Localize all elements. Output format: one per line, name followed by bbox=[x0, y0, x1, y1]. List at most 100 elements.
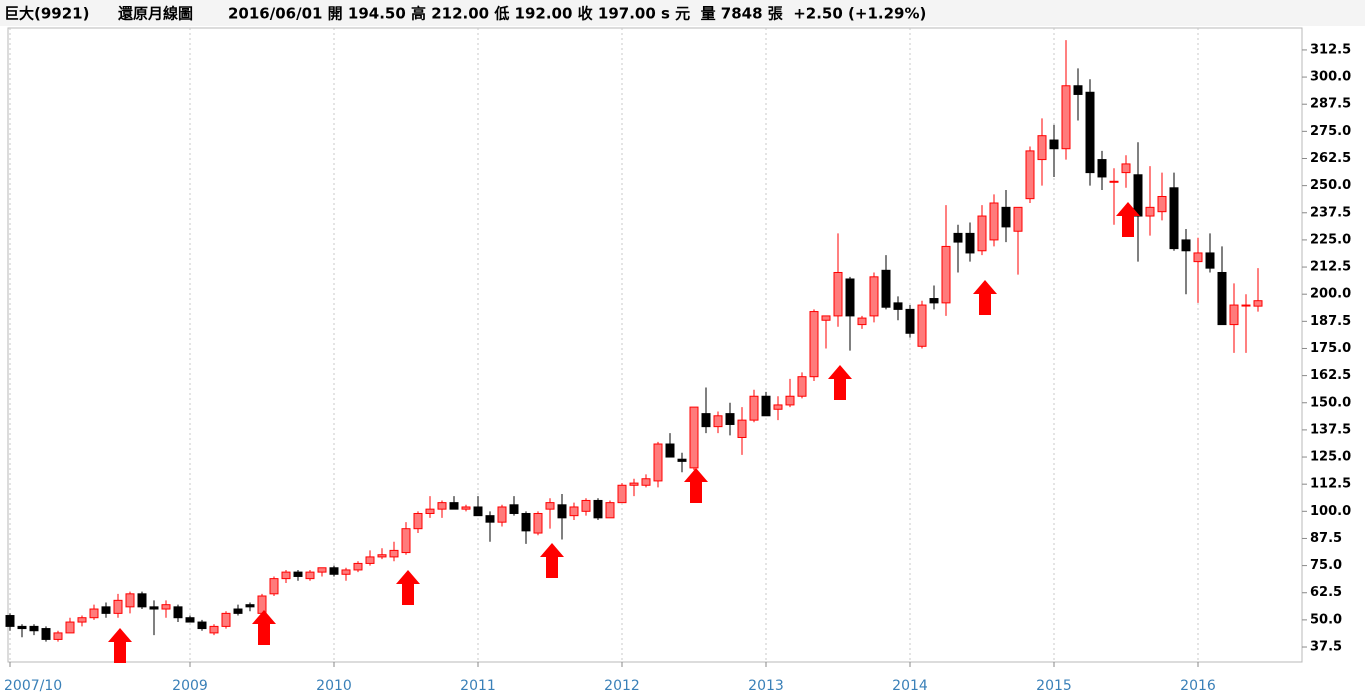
candle-body bbox=[641, 478, 651, 486]
candle-body bbox=[401, 528, 411, 554]
candle-body bbox=[161, 604, 171, 610]
x-tick-label: 2016 bbox=[1180, 678, 1216, 694]
y-tick-label: 300.0 bbox=[1310, 70, 1351, 85]
candle-body bbox=[977, 215, 987, 252]
candle-body bbox=[1061, 85, 1071, 150]
arrow bbox=[108, 628, 132, 663]
stock-name: 巨大(9921) bbox=[4, 5, 89, 23]
candle-body bbox=[125, 593, 135, 608]
candle-body bbox=[869, 276, 879, 317]
candle-body bbox=[1157, 195, 1167, 213]
candle-body bbox=[917, 304, 927, 347]
candle-body bbox=[509, 504, 519, 514]
candle-body bbox=[725, 413, 735, 425]
y-tick-label: 100.0 bbox=[1310, 504, 1351, 519]
candle-body bbox=[1037, 135, 1047, 161]
candle-body bbox=[293, 571, 303, 577]
candle-body bbox=[989, 202, 999, 241]
candle-body bbox=[1229, 304, 1239, 326]
candle-body bbox=[1097, 159, 1107, 178]
candle-body bbox=[809, 311, 819, 378]
candle-body bbox=[557, 504, 567, 519]
candle-body bbox=[389, 549, 399, 558]
y-tick-label: 287.5 bbox=[1310, 97, 1351, 112]
candle-body bbox=[341, 569, 351, 575]
y-tick-label: 87.5 bbox=[1310, 531, 1342, 546]
candle-body bbox=[737, 419, 747, 438]
arrow bbox=[828, 365, 852, 400]
candle-body bbox=[449, 502, 459, 510]
candle-body bbox=[101, 606, 111, 614]
y-tick-label: 175.0 bbox=[1310, 341, 1351, 356]
candle-body bbox=[605, 502, 615, 519]
candle-body bbox=[29, 625, 39, 632]
candle-body bbox=[317, 567, 327, 573]
candle-body bbox=[893, 302, 903, 310]
candle-body bbox=[845, 278, 855, 317]
candle-body bbox=[593, 499, 603, 519]
candle-body bbox=[569, 506, 579, 517]
candle-body bbox=[629, 482, 639, 486]
candle-body bbox=[773, 404, 783, 410]
candle-body bbox=[1253, 300, 1263, 307]
candle-body bbox=[185, 617, 195, 623]
candle-body bbox=[413, 512, 423, 530]
candle-body bbox=[1049, 139, 1059, 150]
candle-body bbox=[137, 593, 147, 608]
y-tick-label: 62.5 bbox=[1310, 585, 1342, 600]
y-tick-label: 262.5 bbox=[1310, 151, 1351, 166]
candle-body bbox=[617, 484, 627, 504]
candle-body bbox=[5, 615, 15, 627]
candle-body bbox=[521, 512, 531, 532]
candle-body bbox=[1217, 271, 1227, 326]
candle-body bbox=[329, 567, 339, 575]
candle-body bbox=[41, 628, 51, 640]
candle-body bbox=[461, 506, 471, 510]
candle-body bbox=[149, 606, 159, 610]
candle-body bbox=[65, 621, 75, 634]
candle-body bbox=[1133, 174, 1143, 217]
candle-body bbox=[833, 271, 843, 317]
plot-area bbox=[7, 27, 1303, 663]
candle-body bbox=[497, 506, 507, 523]
candle-body bbox=[1085, 91, 1095, 174]
quote-info: 2016/06/01 開 194.50 高 212.00 低 192.00 收 … bbox=[228, 5, 926, 23]
candle-body bbox=[965, 232, 975, 254]
x-tick-label: 2010 bbox=[316, 678, 352, 694]
candle-body bbox=[89, 608, 99, 619]
candle-body bbox=[209, 625, 219, 634]
y-tick-label: 150.0 bbox=[1310, 395, 1351, 410]
y-tick-label: 225.0 bbox=[1310, 232, 1351, 247]
arrow bbox=[396, 570, 420, 605]
candle-body bbox=[1121, 163, 1131, 174]
y-tick-label: 162.5 bbox=[1310, 368, 1351, 383]
arrow bbox=[252, 610, 276, 645]
candle-body bbox=[857, 317, 867, 326]
candle-body bbox=[749, 395, 759, 421]
candle-body bbox=[77, 617, 87, 623]
candle-body bbox=[245, 604, 255, 608]
candle-body bbox=[653, 443, 663, 482]
candle-body bbox=[881, 269, 891, 308]
candle-body bbox=[545, 502, 555, 510]
candle-body bbox=[113, 599, 123, 614]
candle-body bbox=[905, 308, 915, 334]
y-tick-label: 312.5 bbox=[1310, 42, 1351, 57]
header-bar bbox=[0, 0, 1365, 26]
candle-body bbox=[377, 554, 387, 558]
y-tick-label: 250.0 bbox=[1310, 178, 1351, 193]
candle-body bbox=[761, 395, 771, 417]
candle-body bbox=[305, 571, 315, 580]
candle-body bbox=[581, 499, 591, 512]
y-tick-label: 275.0 bbox=[1310, 124, 1351, 139]
candle-body bbox=[281, 571, 291, 580]
x-tick-label: 2011 bbox=[460, 678, 496, 694]
x-tick-label: 2007/10 bbox=[4, 678, 62, 694]
candle-body bbox=[53, 632, 63, 640]
candle-body bbox=[785, 395, 795, 406]
candle-body bbox=[821, 315, 831, 321]
candle-body bbox=[1001, 206, 1011, 228]
candle-body bbox=[713, 415, 723, 428]
candle-body bbox=[1013, 206, 1023, 232]
